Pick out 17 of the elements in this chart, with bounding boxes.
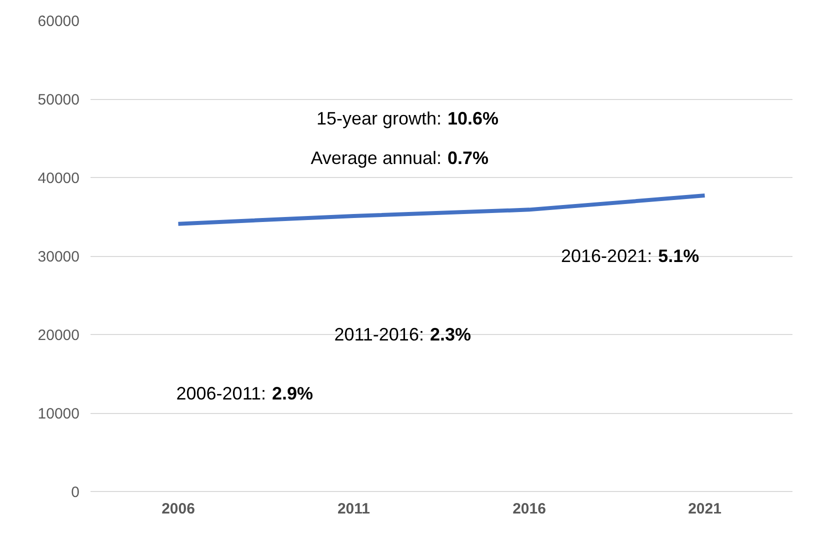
annotation: 15-year growth: 10.6% [316, 108, 499, 129]
y-tick-label: 0 [71, 484, 80, 501]
annotation: Average annual: 0.7% [310, 148, 489, 168]
y-tick-label: 20000 [38, 327, 80, 344]
y-tick-label: 60000 [38, 13, 80, 30]
x-tick-label: 2016 [512, 500, 546, 518]
line-series [176, 194, 707, 226]
y-tick-label: 50000 [38, 92, 80, 108]
y-tick-label: 10000 [38, 406, 80, 422]
x-tick-label: 2011 [337, 500, 370, 518]
annotation: 2016-2021: 5.1% [561, 246, 700, 266]
annotation: 2011-2016: 2.3% [334, 324, 471, 344]
y-tick-label: 30000 [38, 248, 80, 266]
y-tick-label: 40000 [38, 170, 80, 187]
x-tick-label: 2021 [688, 500, 722, 518]
x-tick-label: 2006 [162, 500, 195, 518]
annotation: 2006-2011: 2.9% [176, 383, 314, 404]
